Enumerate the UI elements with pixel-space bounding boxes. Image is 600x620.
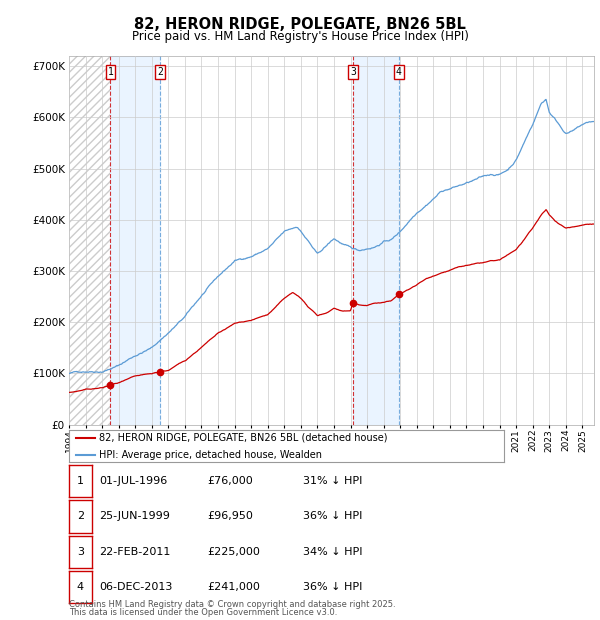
- Text: 82, HERON RIDGE, POLEGATE, BN26 5BL (detached house): 82, HERON RIDGE, POLEGATE, BN26 5BL (det…: [100, 433, 388, 443]
- Text: 3: 3: [77, 547, 84, 557]
- Text: 82, HERON RIDGE, POLEGATE, BN26 5BL: 82, HERON RIDGE, POLEGATE, BN26 5BL: [134, 17, 466, 32]
- Bar: [110, 56, 160, 425]
- Text: 2: 2: [157, 68, 163, 78]
- Text: 36% ↓ HPI: 36% ↓ HPI: [303, 582, 362, 592]
- Text: 34% ↓ HPI: 34% ↓ HPI: [303, 547, 362, 557]
- Text: £96,950: £96,950: [207, 512, 253, 521]
- Text: 36% ↓ HPI: 36% ↓ HPI: [303, 512, 362, 521]
- Text: This data is licensed under the Open Government Licence v3.0.: This data is licensed under the Open Gov…: [69, 608, 337, 617]
- Text: £241,000: £241,000: [207, 582, 260, 592]
- Text: 01-JUL-1996: 01-JUL-1996: [99, 476, 167, 486]
- Text: 22-FEB-2011: 22-FEB-2011: [99, 547, 170, 557]
- Text: HPI: Average price, detached house, Wealden: HPI: Average price, detached house, Weal…: [100, 450, 322, 460]
- Text: 2: 2: [77, 512, 84, 521]
- Text: £225,000: £225,000: [207, 547, 260, 557]
- Text: Price paid vs. HM Land Registry's House Price Index (HPI): Price paid vs. HM Land Registry's House …: [131, 30, 469, 43]
- Text: 31% ↓ HPI: 31% ↓ HPI: [303, 476, 362, 486]
- Text: 06-DEC-2013: 06-DEC-2013: [99, 582, 172, 592]
- Text: 3: 3: [350, 68, 356, 78]
- Text: 25-JUN-1999: 25-JUN-1999: [99, 512, 170, 521]
- Text: Contains HM Land Registry data © Crown copyright and database right 2025.: Contains HM Land Registry data © Crown c…: [69, 600, 395, 609]
- Text: 4: 4: [396, 68, 402, 78]
- Text: 1: 1: [107, 68, 113, 78]
- Bar: [353, 56, 399, 425]
- Text: £76,000: £76,000: [207, 476, 253, 486]
- Bar: [69, 56, 110, 425]
- Text: 1: 1: [77, 476, 84, 486]
- Text: 4: 4: [77, 582, 84, 592]
